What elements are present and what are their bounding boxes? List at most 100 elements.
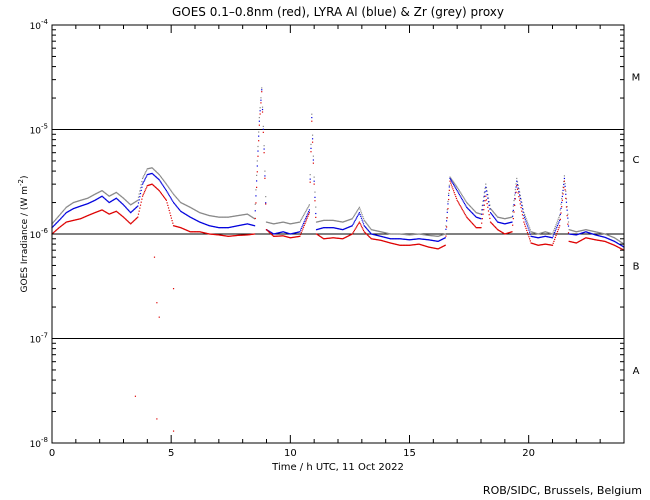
data-point <box>155 176 157 178</box>
data-point <box>436 248 438 250</box>
data-point <box>230 216 232 218</box>
data-point <box>218 234 221 236</box>
data-point <box>74 207 76 209</box>
data-point <box>371 229 373 231</box>
data-point <box>415 238 417 240</box>
data-point <box>620 244 622 246</box>
data-point <box>301 226 303 228</box>
data-point <box>481 218 483 220</box>
data-point <box>471 208 474 210</box>
data-point <box>53 231 55 233</box>
data-point <box>115 197 117 199</box>
data-point <box>186 214 188 216</box>
data-point <box>389 242 392 244</box>
data-point <box>397 244 399 246</box>
data-point <box>177 208 180 210</box>
data-point <box>149 167 151 169</box>
data-point <box>390 233 392 235</box>
data-point <box>558 227 560 229</box>
data-point <box>616 246 618 248</box>
data-point <box>455 188 458 191</box>
data-point <box>423 238 425 240</box>
data-point <box>511 221 513 223</box>
data-point <box>337 228 339 230</box>
data-point <box>536 237 539 239</box>
data-point <box>227 227 229 229</box>
data-point <box>339 228 342 230</box>
data-point <box>424 234 426 236</box>
data-point <box>221 234 223 236</box>
data-point <box>55 222 57 224</box>
data-point <box>210 215 213 217</box>
data-point <box>337 227 339 230</box>
data-point <box>153 174 155 176</box>
data-point <box>395 233 397 235</box>
data-point <box>411 234 414 236</box>
data-point <box>54 230 57 232</box>
data-point <box>610 243 612 245</box>
data-point <box>225 216 227 218</box>
data-point <box>70 203 72 205</box>
data-point <box>458 189 460 191</box>
data-point <box>207 224 210 227</box>
data-point <box>191 231 193 233</box>
data-point <box>550 236 552 239</box>
data-point <box>72 219 75 221</box>
data-point <box>95 193 97 195</box>
data-point <box>59 226 61 228</box>
data-point <box>605 241 607 243</box>
data-point <box>507 217 510 219</box>
data-point <box>145 171 147 173</box>
data-point <box>101 209 103 211</box>
data-point <box>106 193 108 196</box>
data-point <box>115 198 117 200</box>
data-point <box>226 216 228 218</box>
data-point <box>492 224 494 226</box>
data-point <box>54 223 57 225</box>
data-point <box>211 215 213 217</box>
data-point <box>66 221 68 223</box>
data-point <box>609 235 611 237</box>
data-point <box>486 193 488 196</box>
data-point <box>342 221 345 223</box>
data-point <box>320 227 323 229</box>
data-point <box>544 235 546 237</box>
data-point <box>338 228 340 230</box>
data-point <box>551 237 554 239</box>
data-point <box>201 222 203 224</box>
data-point <box>541 236 544 238</box>
data-point <box>218 234 220 236</box>
data-point <box>580 232 583 234</box>
data-point <box>120 214 122 216</box>
data-point <box>269 231 271 233</box>
data-point <box>369 231 371 233</box>
data-point <box>411 244 414 246</box>
data-point <box>466 207 469 209</box>
data-point <box>294 222 296 224</box>
data-point <box>510 216 512 218</box>
data-point <box>323 238 325 240</box>
data-point <box>95 192 97 195</box>
data-point <box>258 131 260 133</box>
data-point <box>213 233 215 236</box>
data-point <box>69 204 71 206</box>
data-point <box>378 230 380 232</box>
data-point <box>386 241 389 243</box>
data-point <box>507 222 509 224</box>
data-point <box>120 201 122 203</box>
data-point <box>420 233 422 235</box>
data-point <box>365 226 367 228</box>
data-point <box>422 244 424 246</box>
data-point <box>255 195 257 197</box>
data-point <box>359 213 361 216</box>
data-point <box>348 219 350 221</box>
data-point <box>280 231 282 233</box>
data-point <box>549 232 551 234</box>
data-point <box>130 212 132 214</box>
data-point <box>455 185 458 187</box>
data-point <box>526 223 528 225</box>
data-point <box>332 227 334 229</box>
data-point <box>331 237 334 239</box>
data-point <box>197 231 199 233</box>
